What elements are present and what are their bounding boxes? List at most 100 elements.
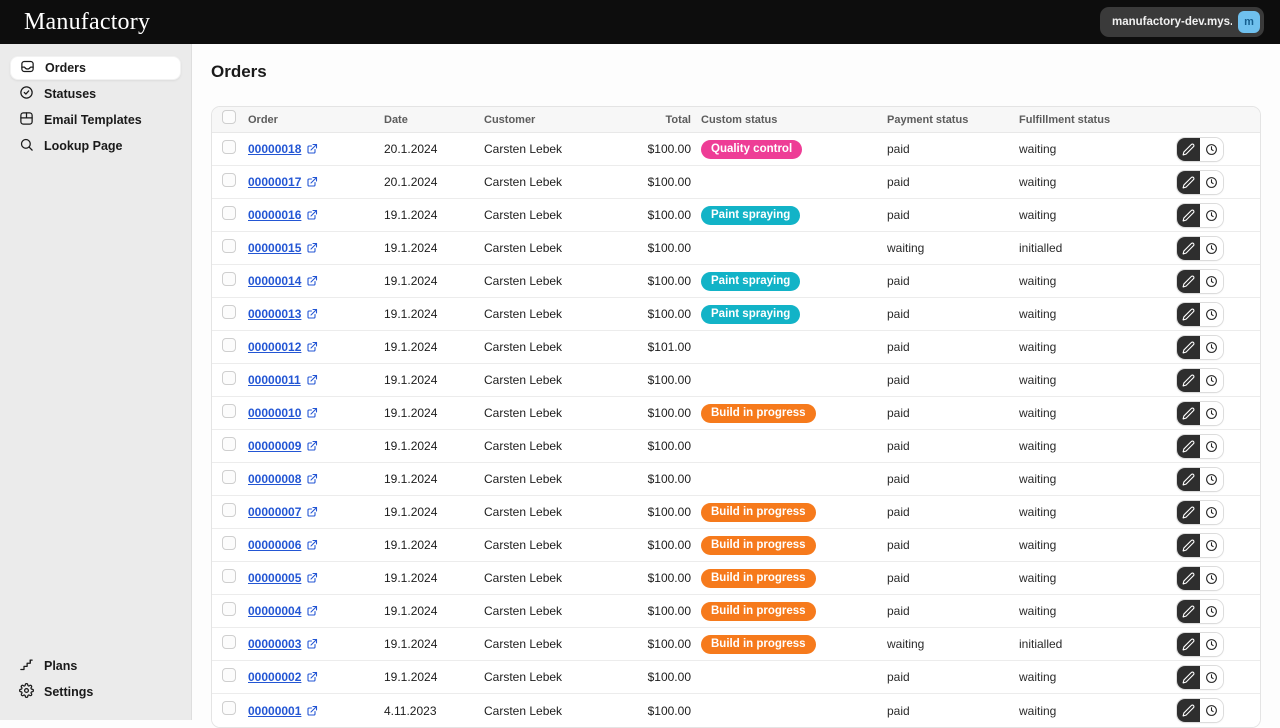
sidebar-item-statuses[interactable]: Statuses — [10, 82, 181, 106]
order-link[interactable]: 00000010 — [248, 406, 318, 420]
history-button[interactable] — [1200, 566, 1223, 590]
history-button[interactable] — [1200, 368, 1223, 392]
order-link[interactable]: 00000014 — [248, 274, 318, 288]
order-link[interactable]: 00000003 — [248, 637, 318, 651]
order-link[interactable]: 00000005 — [248, 571, 318, 585]
fulfillment-status-cell: waiting — [1019, 703, 1057, 718]
order-link[interactable]: 00000002 — [248, 670, 318, 684]
edit-button[interactable] — [1177, 137, 1200, 161]
date-cell: 20.1.2024 — [384, 175, 438, 189]
edit-button[interactable] — [1177, 203, 1200, 227]
select-all-checkbox[interactable] — [222, 110, 236, 124]
edit-button[interactable] — [1177, 170, 1200, 194]
order-link[interactable]: 00000018 — [248, 142, 318, 156]
history-button[interactable] — [1200, 699, 1223, 722]
sidebar-item-email-templates[interactable]: Email Templates — [10, 108, 181, 132]
history-button[interactable] — [1200, 302, 1223, 326]
history-button[interactable] — [1200, 434, 1223, 458]
edit-button[interactable] — [1177, 302, 1200, 326]
history-button[interactable] — [1200, 203, 1223, 227]
row-checkbox[interactable] — [222, 535, 236, 550]
order-link[interactable]: 00000012 — [248, 340, 318, 354]
edit-button[interactable] — [1177, 269, 1200, 293]
row-checkbox[interactable] — [222, 172, 236, 187]
sidebar-item-lookup-page[interactable]: Lookup Page — [10, 134, 181, 158]
row-checkbox[interactable] — [222, 139, 236, 154]
row-checkbox[interactable] — [222, 568, 236, 583]
edit-button[interactable] — [1177, 699, 1200, 722]
edit-button[interactable] — [1177, 665, 1200, 689]
history-button[interactable] — [1200, 467, 1223, 491]
row-checkbox[interactable] — [222, 271, 236, 286]
order-number: 00000012 — [248, 340, 302, 354]
edit-button[interactable] — [1177, 236, 1200, 260]
row-checkbox[interactable] — [222, 436, 236, 451]
row-checkbox[interactable] — [222, 667, 236, 682]
environment-button[interactable]: manufactory-dev.mys... m — [1100, 7, 1264, 37]
row-checkbox[interactable] — [222, 469, 236, 484]
order-link[interactable]: 00000017 — [248, 175, 318, 189]
table-row: 00000015 19.1.2024 Carsten Lebek $100.00… — [212, 232, 1260, 265]
customer-cell: Carsten Lebek — [484, 307, 563, 321]
custom-status-cell: Paint spraying — [691, 304, 887, 324]
row-checkbox[interactable] — [222, 304, 236, 319]
fulfillment-status-cell: initialled — [1019, 637, 1063, 651]
history-button[interactable] — [1200, 335, 1223, 359]
customer-cell: Carsten Lebek — [484, 373, 563, 387]
row-checkbox[interactable] — [222, 205, 236, 220]
row-checkbox[interactable] — [222, 238, 236, 253]
history-button[interactable] — [1200, 632, 1223, 656]
row-checkbox[interactable] — [222, 337, 236, 352]
sidebar-item-settings[interactable]: Settings — [10, 680, 181, 704]
row-checkbox[interactable] — [222, 502, 236, 517]
edit-button[interactable] — [1177, 533, 1200, 557]
clock-icon — [1206, 506, 1217, 518]
row-checkbox[interactable] — [222, 701, 236, 715]
history-button[interactable] — [1200, 236, 1223, 260]
edit-button[interactable] — [1177, 566, 1200, 590]
history-button[interactable] — [1200, 137, 1223, 161]
order-link[interactable]: 00000007 — [248, 505, 318, 519]
custom-status-cell: Quality control — [691, 139, 887, 159]
history-button[interactable] — [1200, 401, 1223, 425]
sidebar-item-orders[interactable]: Orders — [10, 56, 181, 80]
actions-cell — [1169, 269, 1260, 293]
order-link[interactable]: 00000004 — [248, 604, 318, 618]
order-link[interactable]: 00000001 — [248, 704, 318, 718]
edit-button[interactable] — [1177, 500, 1200, 524]
customer-cell: Carsten Lebek — [484, 340, 563, 354]
order-link[interactable]: 00000008 — [248, 472, 318, 486]
edit-button[interactable] — [1177, 335, 1200, 359]
order-number: 00000017 — [248, 175, 302, 189]
row-action-group — [1177, 236, 1223, 260]
row-checkbox[interactable] — [222, 601, 236, 616]
history-button[interactable] — [1200, 599, 1223, 623]
edit-button[interactable] — [1177, 632, 1200, 656]
edit-button[interactable] — [1177, 467, 1200, 491]
history-button[interactable] — [1200, 533, 1223, 557]
table-row: 00000007 19.1.2024 Carsten Lebek $100.00… — [212, 496, 1260, 529]
edit-button[interactable] — [1177, 368, 1200, 392]
avatar[interactable]: m — [1238, 11, 1260, 33]
order-link[interactable]: 00000015 — [248, 241, 318, 255]
fulfillment-status-cell: waiting — [1019, 538, 1057, 552]
edit-button[interactable] — [1177, 599, 1200, 623]
row-checkbox[interactable] — [222, 634, 236, 649]
edit-button[interactable] — [1177, 434, 1200, 458]
history-button[interactable] — [1200, 500, 1223, 524]
row-checkbox[interactable] — [222, 370, 236, 385]
order-link[interactable]: 00000009 — [248, 439, 318, 453]
order-link[interactable]: 00000016 — [248, 208, 318, 222]
history-button[interactable] — [1200, 269, 1223, 293]
history-button[interactable] — [1200, 665, 1223, 689]
order-number: 00000018 — [248, 142, 302, 156]
order-link[interactable]: 00000006 — [248, 538, 318, 552]
pencil-icon — [1182, 473, 1195, 485]
order-link[interactable]: 00000013 — [248, 307, 318, 321]
row-checkbox[interactable] — [222, 403, 236, 418]
edit-button[interactable] — [1177, 401, 1200, 425]
history-button[interactable] — [1200, 170, 1223, 194]
order-link[interactable]: 00000011 — [248, 373, 318, 387]
total-cell: $100.00 — [647, 142, 691, 156]
sidebar-item-plans[interactable]: Plans — [10, 654, 181, 678]
